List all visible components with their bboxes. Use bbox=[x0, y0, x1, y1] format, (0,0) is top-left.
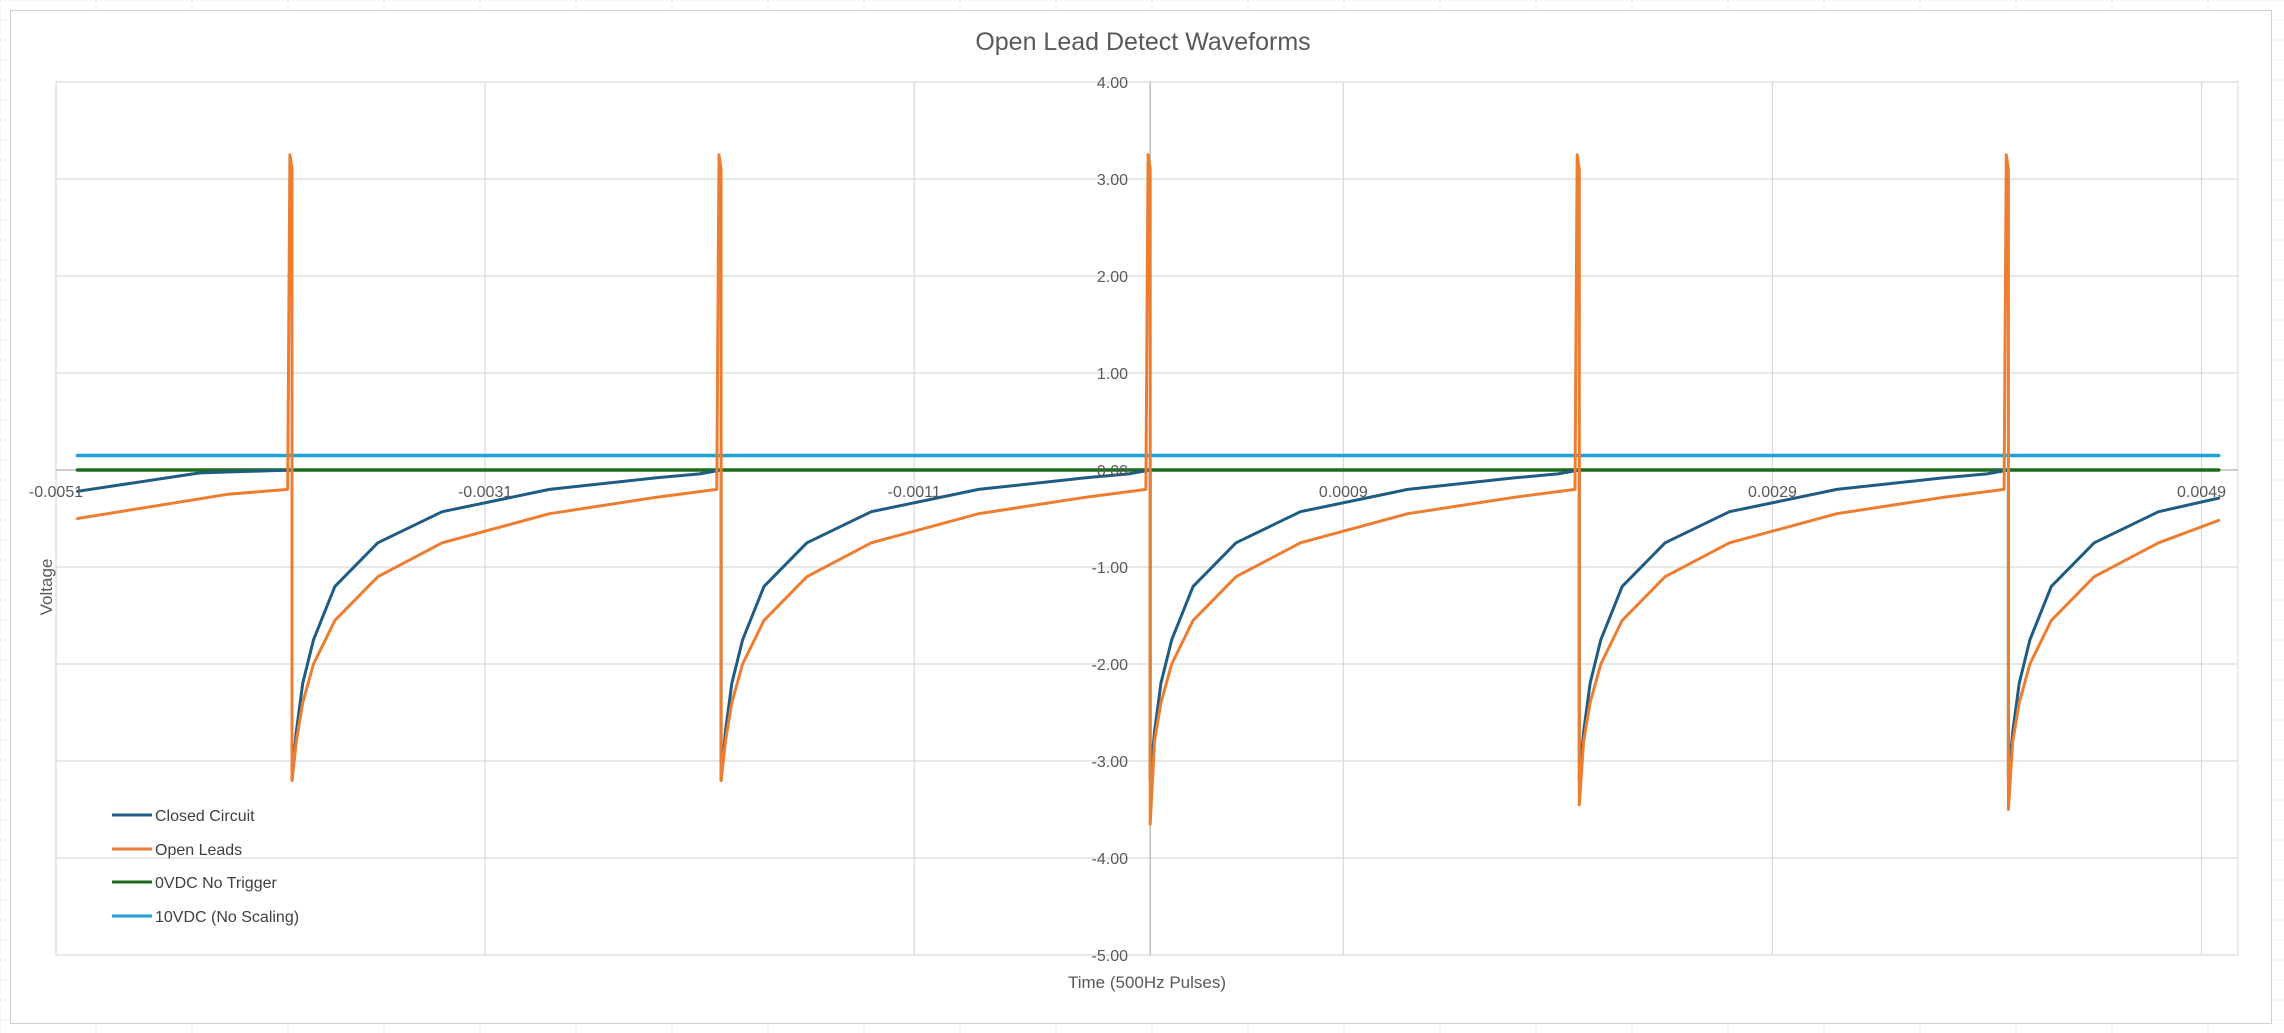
x-tick-label: 0.0029 bbox=[1748, 484, 1797, 501]
y-tick-label: 1.00 bbox=[1097, 366, 1128, 383]
legend-label-closed-circuit: Closed Circuit bbox=[155, 808, 255, 825]
tick-labels: 4.00 3.00 2.00 1.00 0.00 -1.00 -2.00 -3.00 -4.00… bbox=[29, 75, 2226, 965]
series-closed-circuit[interactable] bbox=[76, 468, 2221, 782]
chart-title: Open Lead Detect Waveforms bbox=[975, 28, 1310, 56]
legend-label-open-leads: Open Leads bbox=[155, 842, 242, 859]
y-tick-label: -5.00 bbox=[1092, 948, 1129, 965]
series-lines bbox=[75, 153, 2221, 826]
x-axis-title: Time (500Hz Pulses) bbox=[1068, 973, 1226, 992]
legend-label-0vdc-no-trigger: 0VDC No Trigger bbox=[155, 875, 277, 892]
x-tick-label: 0.0049 bbox=[2177, 484, 2226, 501]
y-tick-label: -1.00 bbox=[1092, 560, 1129, 577]
legend-label-10vdc-no-scaling: 10VDC (No Scaling) bbox=[155, 909, 299, 926]
y-tick-label: 0.00 bbox=[1097, 463, 1128, 480]
x-tick-label: -0.0031 bbox=[458, 484, 512, 501]
series-open-leads[interactable] bbox=[76, 153, 2221, 826]
y-tick-label: -2.00 bbox=[1092, 657, 1129, 674]
y-tick-label: -4.00 bbox=[1092, 851, 1129, 868]
y-tick-label: 2.00 bbox=[1097, 269, 1128, 286]
y-tick-label: 4.00 bbox=[1097, 75, 1128, 92]
y-tick-label: 3.00 bbox=[1097, 172, 1128, 189]
y-tick-label: -3.00 bbox=[1092, 754, 1129, 771]
y-axis-title: Voltage bbox=[37, 559, 56, 616]
x-tick-label: -0.0011 bbox=[888, 484, 941, 501]
x-tick-label: -0.0051 bbox=[29, 484, 83, 501]
x-tick-label: 0.0009 bbox=[1319, 484, 1368, 501]
legend[interactable]: Closed Circuit Open Leads 0VDC No Trigge… bbox=[112, 808, 299, 926]
